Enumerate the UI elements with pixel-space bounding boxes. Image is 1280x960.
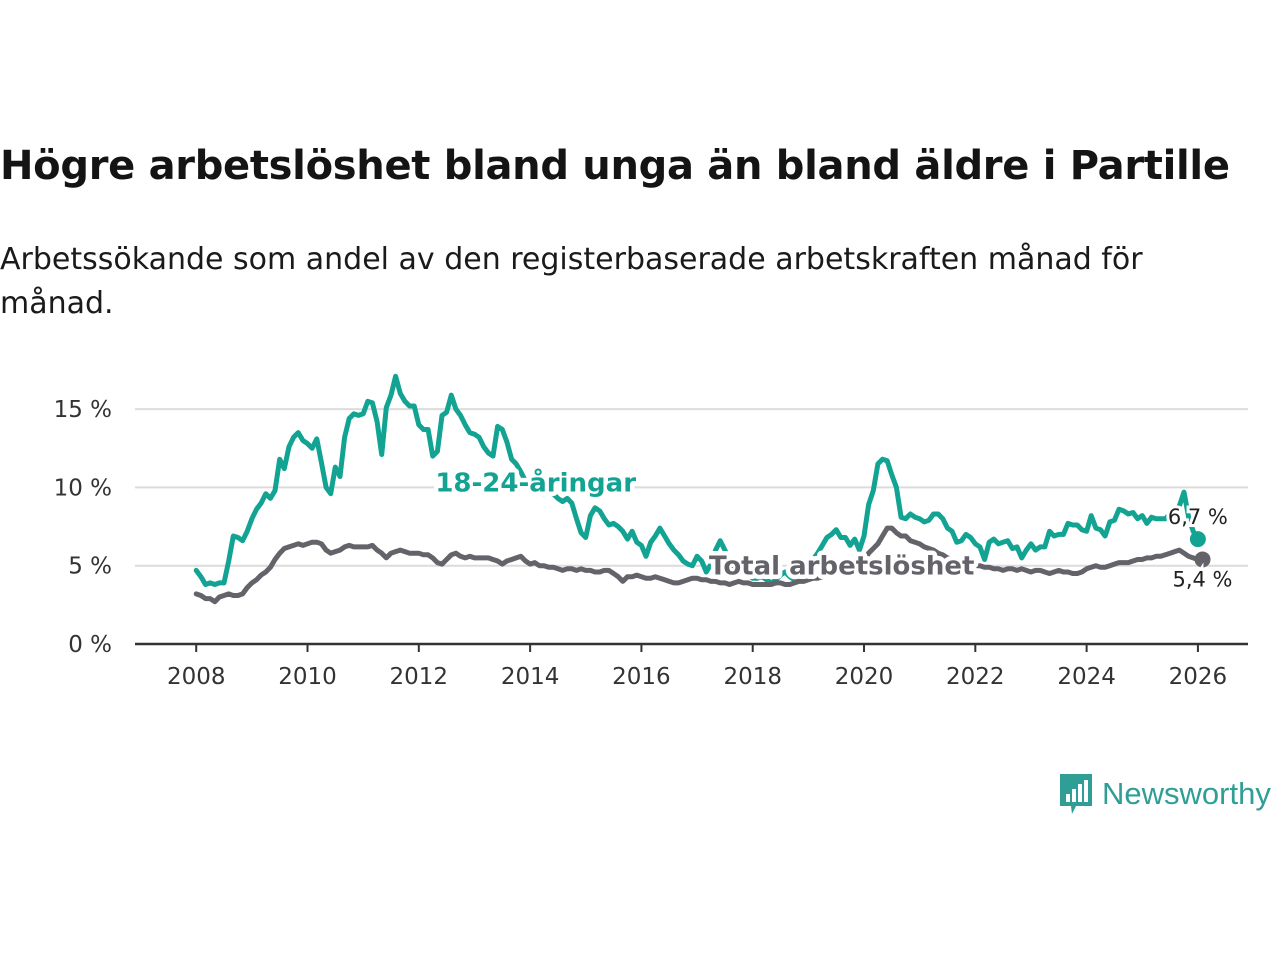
y-tick-label: 15 % <box>54 397 112 423</box>
x-tick-label: 2020 <box>835 664 894 690</box>
x-tick-label: 2014 <box>501 664 560 690</box>
end-value-label-1: 5,4 % <box>1172 567 1232 591</box>
end-marker-1 <box>1194 551 1211 568</box>
chart-title: Högre arbetslöshet bland unga än bland ä… <box>0 143 1230 189</box>
newsworthy-logo-text: Newsworthy <box>1102 776 1271 811</box>
x-tick-label: 2008 <box>167 664 226 690</box>
chart-subtitle: Arbetssökande som andel av den registerb… <box>0 242 1143 321</box>
y-tick-label: 5 % <box>68 554 112 580</box>
newsworthy-logo-icon <box>1060 774 1092 814</box>
series-labels: 18-24-åringar Total arbetslöshet 6,7 % 5,4 … <box>431 462 1236 594</box>
x-tick-label: 2022 <box>946 664 1005 690</box>
x-tick-label: 2026 <box>1169 664 1228 690</box>
y-tick-label: 0 % <box>68 632 112 658</box>
end-marker-0 <box>1189 531 1206 548</box>
series-label-1: Total arbetslöshet <box>709 552 974 582</box>
series-lines <box>193 373 1205 605</box>
x-tick-label: 2016 <box>612 664 671 690</box>
y-tick-label: 10 % <box>54 475 112 501</box>
x-tick-label: 2024 <box>1057 664 1116 690</box>
series-line-1 <box>193 525 1205 605</box>
x-axis: 2008 2010 2012 2014 2016 2018 2020 2022 2024 2026 <box>135 642 1248 690</box>
grid-lines <box>135 408 1248 567</box>
x-tick-label: 2012 <box>390 664 449 690</box>
x-tick-label: 2018 <box>723 664 782 690</box>
line-chart: 0 %5 %10 %15 % 2008 2010 2012 2014 2016 2018 2… <box>54 373 1248 690</box>
end-value-label-0: 6,7 % <box>1168 505 1228 529</box>
series-line-0 <box>193 373 1201 587</box>
newsworthy-logo[interactable]: Newsworthy <box>1058 772 1271 816</box>
series-label-0: 18-24-åringar <box>435 467 636 499</box>
y-axis-ticks: 0 % 5 % 10 % 15 % <box>54 397 112 658</box>
x-tick-label: 2010 <box>278 664 337 690</box>
